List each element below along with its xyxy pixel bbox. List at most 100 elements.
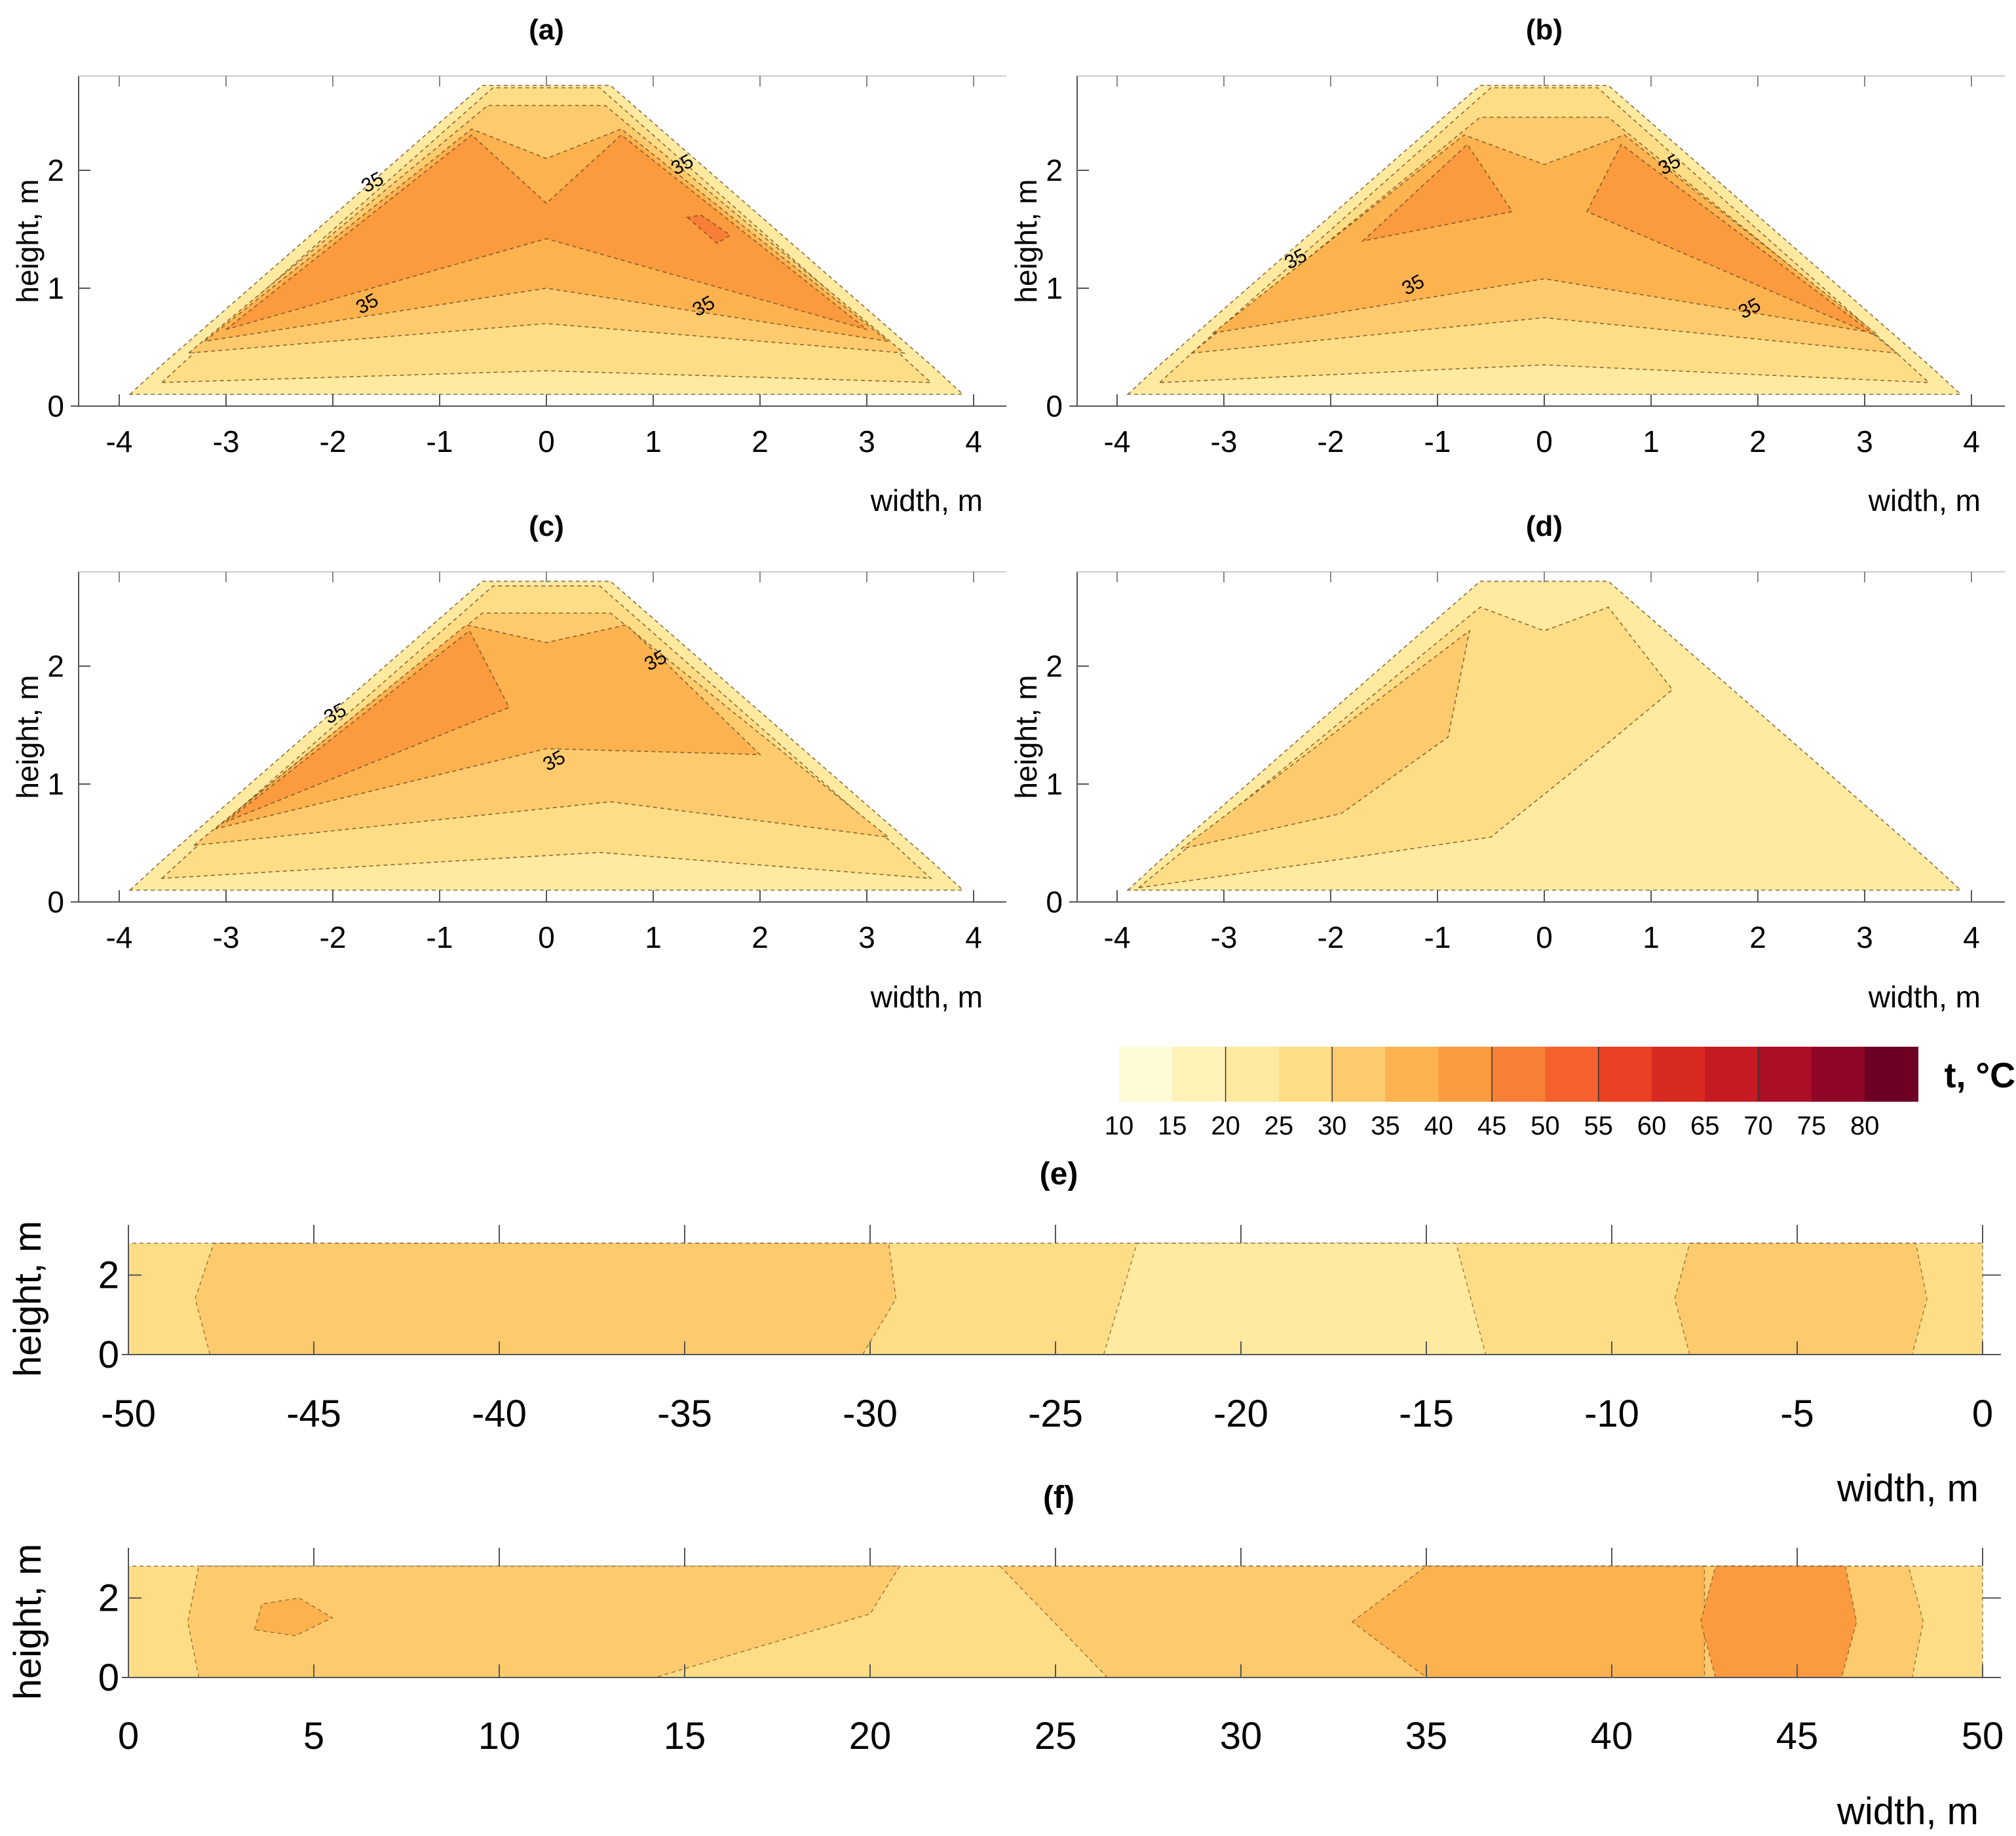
colorbar-tick-label: 75 xyxy=(1797,1112,1827,1140)
x-tick-label: 20 xyxy=(849,1715,892,1757)
x-tick-label: 4 xyxy=(965,920,982,954)
colorbar-swatch xyxy=(1865,1047,1918,1102)
colorbar-tick-label: 60 xyxy=(1637,1112,1667,1140)
y-tick-label: 1 xyxy=(47,271,64,305)
contour-band-40-45 xyxy=(1586,143,1876,336)
x-tick-label: -2 xyxy=(1318,424,1344,459)
x-axis-label: width, m xyxy=(1836,1790,1979,1833)
x-tick-label: -15 xyxy=(1399,1393,1454,1435)
x-tick-label: 3 xyxy=(1856,920,1873,954)
y-axis-label: height, m xyxy=(1009,675,1043,798)
panel-title: (d) xyxy=(1526,510,1563,542)
x-tick-label: 0 xyxy=(538,424,555,459)
y-tick-label: 0 xyxy=(1046,389,1063,423)
panel-title: (e) xyxy=(1040,1157,1078,1191)
contour-band-35-40 xyxy=(1211,134,1878,334)
contour-band-40-45 xyxy=(225,629,510,823)
x-tick-label: -3 xyxy=(213,424,240,459)
x-tick-label: 1 xyxy=(1643,920,1660,954)
y-tick-label: 0 xyxy=(98,1334,119,1376)
y-tick-label: 0 xyxy=(98,1657,119,1699)
colorbar-swatch xyxy=(1758,1047,1812,1102)
colorbar-tick-label: 15 xyxy=(1158,1112,1187,1140)
x-tick-label: -3 xyxy=(213,920,240,954)
x-tick-label: -1 xyxy=(427,424,453,459)
colorbar-tick-label: 65 xyxy=(1690,1112,1720,1140)
colorbar: 10 15 20 25 30 35 40 45 50 55 60 65 70 75 80 t, °C xyxy=(1105,1047,2015,1140)
x-tick-label: -1 xyxy=(1424,920,1451,954)
y-axis-label: height, m xyxy=(1009,179,1043,303)
x-tick-label: 0 xyxy=(538,920,555,954)
colorbar-tick-label: 50 xyxy=(1531,1112,1560,1140)
contour-band-30-35 xyxy=(195,1243,897,1355)
contour-band-30-35 xyxy=(1674,1243,1928,1355)
x-tick-label: 35 xyxy=(1405,1715,1448,1757)
x-tick-label: -25 xyxy=(1028,1393,1083,1435)
panel-d: -4 -3 -2 -1 0 1 2 3 4 0 1 2 (d) width, m height, m xyxy=(1009,510,2005,1014)
x-axis-label: width, m xyxy=(870,483,983,517)
y-tick-label: 0 xyxy=(1046,885,1063,919)
colorbar-swatch xyxy=(1172,1047,1227,1102)
x-tick-label: 40 xyxy=(1591,1715,1633,1757)
contour-band-40-45 xyxy=(225,134,867,330)
contour-band-45-50 xyxy=(686,214,731,244)
x-tick-label: 0 xyxy=(1536,920,1553,954)
x-tick-label: 2 xyxy=(751,424,769,459)
colorbar-tick-label: 70 xyxy=(1743,1112,1773,1140)
x-tick-label: -5 xyxy=(1780,1393,1814,1435)
x-tick-label: 15 xyxy=(664,1715,706,1757)
x-tick-label: -10 xyxy=(1584,1393,1639,1435)
contour-band-35-40 xyxy=(1351,1565,1705,1678)
contour-band-20-25 xyxy=(1103,1243,1487,1355)
x-tick-label: -1 xyxy=(427,920,453,954)
x-tick-label: 2 xyxy=(751,920,769,954)
panel-title: (a) xyxy=(529,14,564,46)
panel-e: -50 -45 -40 -35 -30 -25 -20 -15 -10 -5 002(e)width… xyxy=(7,1157,2001,1510)
contour-band-40-45 xyxy=(1700,1565,1857,1678)
y-tick-label: 1 xyxy=(1046,767,1063,801)
x-tick-label: 3 xyxy=(1856,424,1873,459)
x-tick-label: 0 xyxy=(1972,1393,1993,1435)
x-tick-label: 2 xyxy=(1749,424,1766,459)
x-tick-label: -4 xyxy=(106,424,133,459)
x-axis-label: width, m xyxy=(1868,483,1981,517)
colorbar-swatch xyxy=(1119,1047,1173,1102)
panel-title: (f) xyxy=(1043,1480,1075,1515)
colorbar-tick-label: 55 xyxy=(1584,1112,1613,1140)
x-tick-label: -40 xyxy=(472,1393,527,1435)
x-tick-label: -2 xyxy=(320,424,347,459)
colorbar-tick-label: 45 xyxy=(1477,1112,1507,1140)
y-tick-label: 0 xyxy=(47,389,64,423)
colorbar-swatch xyxy=(1652,1047,1705,1102)
x-tick-label: -4 xyxy=(106,920,133,954)
contour-band-35-40 xyxy=(215,624,762,830)
colorbar-swatch xyxy=(1225,1047,1280,1102)
contour-band-30-35 xyxy=(1181,629,1471,850)
x-tick-label: 50 xyxy=(1962,1715,2004,1757)
x-axis-label: width, m xyxy=(870,980,983,1014)
colorbar-tick-label: 25 xyxy=(1265,1112,1294,1140)
y-axis-label: height, m xyxy=(7,1221,49,1377)
x-tick-label: 30 xyxy=(1220,1715,1263,1757)
y-axis-label: height, m xyxy=(10,675,45,798)
colorbar-tick-label: 30 xyxy=(1318,1112,1347,1140)
colorbar-swatch xyxy=(1705,1047,1759,1102)
x-tick-label: 0 xyxy=(118,1715,139,1757)
colorbar-swatch xyxy=(1811,1047,1865,1102)
x-tick-label: 45 xyxy=(1776,1715,1819,1757)
y-tick-label: 1 xyxy=(1046,271,1063,305)
x-tick-label: 0 xyxy=(1536,424,1553,459)
colorbar-swatch xyxy=(1545,1047,1599,1102)
x-tick-label: -1 xyxy=(1424,424,1451,459)
colorbar-title: t, °C xyxy=(1945,1056,2016,1095)
x-axis-label: width, m xyxy=(1836,1467,1979,1510)
y-tick-label: 2 xyxy=(1046,153,1063,187)
x-tick-label: -30 xyxy=(843,1393,898,1435)
x-tick-label: 25 xyxy=(1035,1715,1077,1757)
x-tick-label: 2 xyxy=(1749,920,1766,954)
x-tick-label: 5 xyxy=(303,1715,324,1757)
